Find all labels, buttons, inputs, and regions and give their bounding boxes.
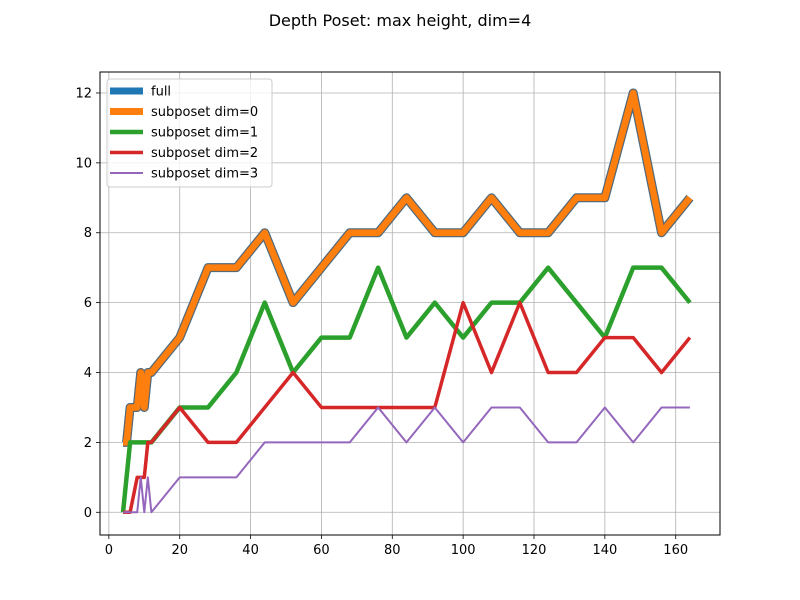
legend-label: subposet dim=1 — [151, 126, 258, 141]
series-line-dim3 — [123, 406, 690, 514]
x-tick-label: 120 — [522, 543, 547, 558]
x-tick-label: 20 — [171, 543, 188, 558]
legend-label: full — [151, 85, 171, 100]
plot-frame — [99, 71, 721, 536]
legend-box — [106, 78, 273, 188]
legend: full subposet dim=0 subposet dim=1 subposet… — [106, 78, 273, 188]
x-tick-label: 140 — [592, 543, 617, 558]
chart-title: Depth Poset: max height, dim=4 — [269, 11, 532, 30]
series-line-dim2 — [123, 300, 692, 515]
axis-ticks: 0 20 40 60 80 100 120 140 160 0 2 4 6 8 10 12 — [75, 86, 688, 558]
x-tick-label: 160 — [663, 543, 688, 558]
legend-label: subposet dim=0 — [151, 105, 258, 120]
x-tick-label: 60 — [313, 543, 330, 558]
legend-label: subposet dim=3 — [151, 167, 258, 182]
y-tick-label: 0 — [84, 506, 92, 521]
y-tick-label: 2 — [84, 436, 92, 451]
x-tick-label: 0 — [105, 543, 113, 558]
x-tick-label: 40 — [242, 543, 259, 558]
legend-label: subposet dim=2 — [151, 146, 258, 161]
y-tick-label: 4 — [84, 366, 92, 381]
y-tick-label: 8 — [84, 226, 92, 241]
y-tick-label: 6 — [84, 296, 92, 311]
x-tick-label: 100 — [451, 543, 476, 558]
y-tick-label: 10 — [75, 156, 92, 171]
series-line-dim0 — [123, 89, 693, 446]
x-tick-label: 80 — [384, 543, 401, 558]
series-lines — [120, 88, 694, 515]
y-tick-label: 12 — [75, 86, 92, 101]
